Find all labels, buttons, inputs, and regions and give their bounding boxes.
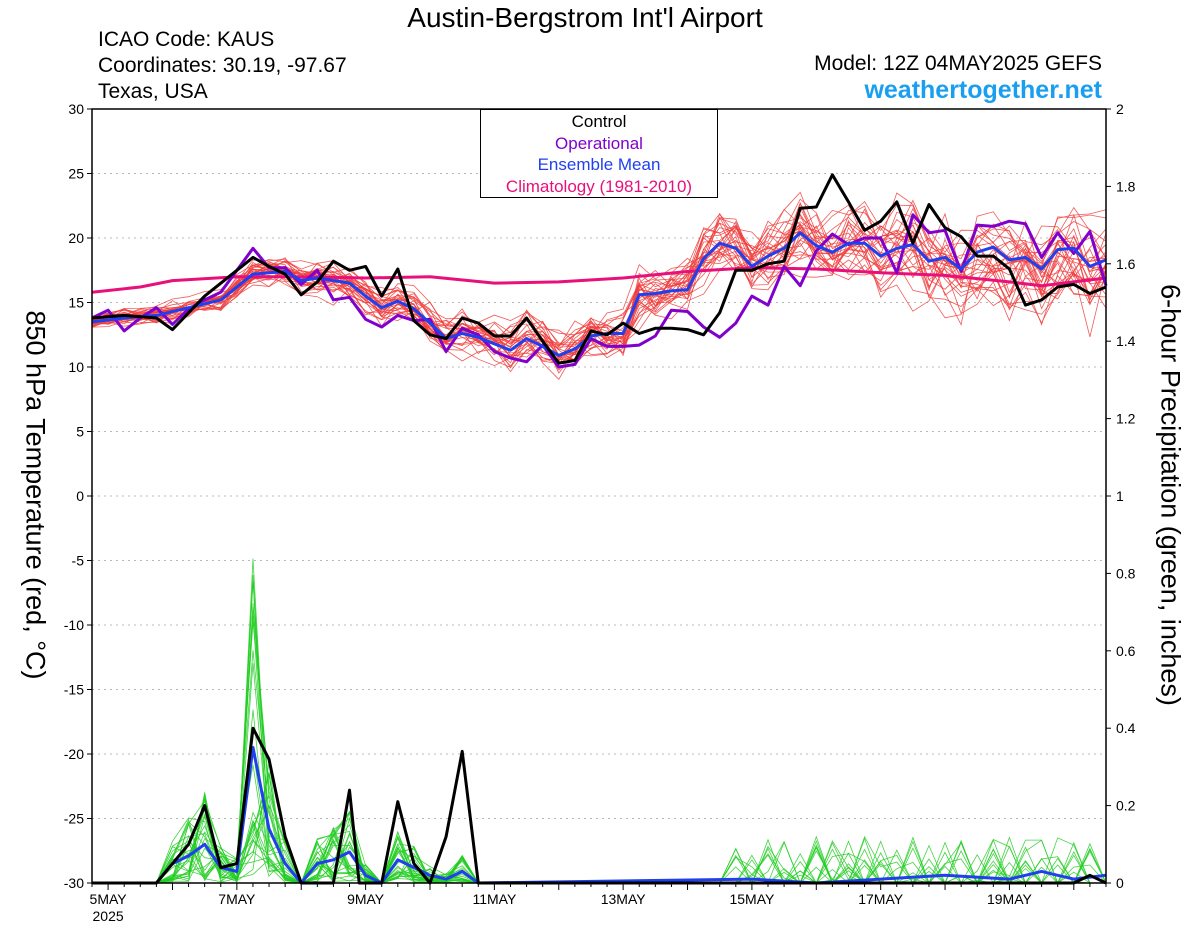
y2-tick-label: 0.2 — [1116, 798, 1136, 814]
x-tick-label: 15MAY — [729, 891, 775, 907]
y-tick-label: -15 — [64, 682, 84, 698]
y-tick-label: 10 — [68, 359, 84, 375]
chart-title: Austin-Bergstrom Int'l Airport — [407, 2, 763, 33]
y-tick-label: 25 — [68, 166, 84, 182]
y-axis-right-label: 6-hour Precipitation (green, inches) — [1155, 284, 1186, 706]
x-tick-sublabel: 2025 — [93, 908, 124, 924]
model-info: Model: 12Z 04MAY2025 GEFS — [814, 52, 1102, 75]
coordinates: Coordinates: 30.19, -97.67 — [98, 54, 347, 77]
y2-tick-label: 1 — [1116, 488, 1124, 504]
x-tick-label: 17MAY — [858, 891, 904, 907]
y2-tick-label: 1.4 — [1116, 333, 1136, 349]
y2-tick-label: 0.6 — [1116, 643, 1136, 659]
ensemble-member-temp-line — [91, 239, 1107, 361]
operational-temp-line — [91, 213, 1108, 369]
y-tick-label: -30 — [64, 875, 84, 891]
y2-tick-label: 1.2 — [1116, 411, 1136, 427]
x-tick-label: 5MAY — [90, 891, 128, 907]
region: Texas, USA — [98, 80, 208, 103]
ensemble-mean-temp-line — [91, 231, 1107, 357]
y-tick-label: -10 — [64, 617, 84, 633]
x-tick-label: 7MAY — [218, 891, 256, 907]
legend-operational: Operational — [555, 133, 643, 153]
y2-tick-label: 0.4 — [1116, 720, 1136, 736]
y-tick-label: -20 — [64, 746, 84, 762]
site-link[interactable]: weathertogether.net — [864, 76, 1102, 104]
ensemble-member-temp-line — [91, 219, 1107, 354]
y-tick-label: 0 — [76, 488, 84, 504]
x-tick-label: 19MAY — [987, 891, 1033, 907]
legend-control: Control — [571, 112, 627, 131]
x-tick-label: 9MAY — [347, 891, 385, 907]
y2-tick-label: 1.8 — [1116, 178, 1136, 194]
icao-code: ICAO Code: KAUS — [98, 28, 275, 51]
legend: Control Operational Ensemble Mean Climat… — [480, 109, 718, 198]
legend-climatology: Climatology (1981-2010) — [505, 176, 693, 196]
y2-tick-label: 0 — [1116, 875, 1124, 891]
y-tick-label: 5 — [76, 424, 84, 440]
y2-tick-label: 0.8 — [1116, 565, 1136, 581]
x-tick-label: 13MAY — [601, 891, 647, 907]
y-tick-label: 20 — [68, 230, 84, 246]
y-tick-label: 15 — [68, 295, 84, 311]
y-tick-label: 30 — [68, 101, 84, 117]
y2-tick-label: 2 — [1116, 101, 1124, 117]
legend-mean: Ensemble Mean — [537, 155, 661, 174]
station-info: ICAO Code: KAUS Coordinates: 30.19, -97.… — [98, 27, 347, 105]
y-tick-label: -25 — [64, 811, 84, 827]
y-axis-left-label: 850 hPa Temperature (red, °C) — [20, 310, 51, 680]
x-tick-label: 11MAY — [472, 891, 516, 907]
y-tick-label: -5 — [72, 553, 85, 569]
control-temp-line — [91, 173, 1107, 365]
ensemble-member-temp-line — [91, 202, 1107, 358]
y2-tick-label: 1.6 — [1116, 256, 1136, 272]
ensemble-member-temp-line — [91, 214, 1107, 356]
